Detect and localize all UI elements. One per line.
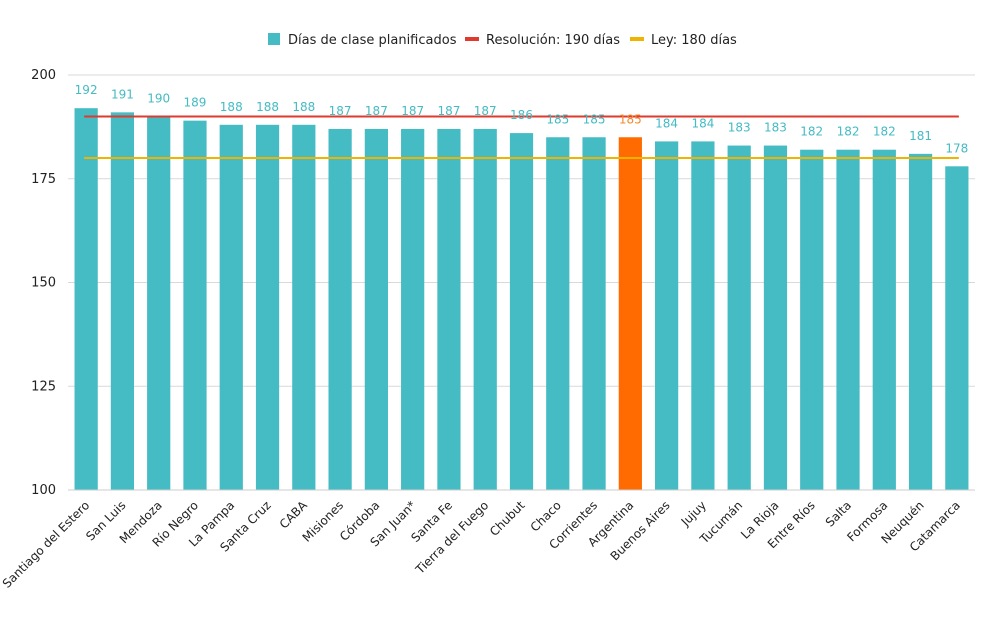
bar <box>292 124 316 491</box>
y-tick-label: 100 <box>31 483 56 498</box>
x-tick-label: Santiago del Estero <box>0 498 92 591</box>
legend-item-ley[interactable]: Ley: 180 días <box>630 33 737 48</box>
data-label: 187 <box>474 104 497 118</box>
data-label: 182 <box>837 125 860 139</box>
bar <box>74 108 98 490</box>
bar <box>147 116 171 490</box>
data-label: 186 <box>510 108 533 122</box>
data-label: 178 <box>945 141 968 155</box>
legend-item-resolucion[interactable]: Resolución: 190 días <box>465 33 620 48</box>
legend-item-series[interactable]: Días de clase planificados <box>268 33 457 48</box>
data-labels: 192 191 190 189 188 188 188 187 187 187 187 187 186 1… <box>75 83 969 155</box>
bar <box>437 128 461 490</box>
bar <box>255 124 280 491</box>
bar <box>509 133 534 490</box>
reference-lines <box>84 115 959 159</box>
y-tick-label: 125 <box>31 379 56 394</box>
data-label: 187 <box>365 104 388 118</box>
bar <box>908 153 933 490</box>
data-label: 191 <box>111 87 134 101</box>
data-label: 183 <box>728 121 751 135</box>
data-label: 185 <box>546 112 569 126</box>
data-label: 185 <box>619 112 642 126</box>
x-tick-label: Salta <box>823 498 854 529</box>
data-label: 182 <box>800 125 823 139</box>
bar <box>618 137 642 490</box>
legend-label-series: Días de clase planificados <box>288 33 457 48</box>
x-tick-label: Chubut <box>487 498 528 539</box>
y-axis: 100 125 150 175 200 <box>31 68 56 498</box>
bar <box>110 112 135 490</box>
data-label: 185 <box>583 112 606 126</box>
data-label: 181 <box>909 129 932 143</box>
bar <box>582 137 606 490</box>
bar <box>836 149 860 490</box>
bar <box>364 128 388 490</box>
data-label: 188 <box>256 100 279 114</box>
x-tick-label: Jujuy <box>678 498 709 529</box>
data-label: 187 <box>437 104 460 118</box>
bar <box>691 141 715 490</box>
data-label: 190 <box>147 92 170 106</box>
bar <box>945 166 969 491</box>
legend: Días de clase planificados Resolución: 1… <box>268 33 737 48</box>
data-label: 188 <box>292 100 315 114</box>
bar <box>655 141 679 490</box>
bar <box>219 124 243 491</box>
legend-swatch-resolucion <box>465 37 479 41</box>
x-tick-label: CABA <box>277 498 311 532</box>
y-tick-label: 175 <box>31 172 56 187</box>
legend-swatch-series <box>268 33 280 45</box>
y-tick-label: 200 <box>31 68 56 83</box>
data-label: 184 <box>655 116 678 130</box>
bar <box>800 149 824 490</box>
bar <box>763 145 788 491</box>
legend-swatch-ley <box>630 37 644 41</box>
data-label: 184 <box>691 116 714 130</box>
bar <box>401 128 425 490</box>
bars <box>74 108 969 491</box>
data-label: 188 <box>220 100 243 114</box>
legend-label-ley: Ley: 180 días <box>651 33 737 48</box>
y-tick-label: 150 <box>31 276 56 291</box>
data-label: 189 <box>184 96 207 110</box>
bar <box>727 145 751 491</box>
bar <box>183 120 207 491</box>
data-label: 183 <box>764 121 787 135</box>
data-label: 182 <box>873 125 896 139</box>
bar <box>328 128 352 490</box>
bar <box>546 137 570 490</box>
bar <box>872 149 896 490</box>
bar <box>473 128 497 490</box>
data-label: 192 <box>75 83 98 97</box>
data-label: 187 <box>401 104 424 118</box>
legend-label-resolucion: Resolución: 190 días <box>486 33 620 48</box>
data-label: 187 <box>329 104 352 118</box>
